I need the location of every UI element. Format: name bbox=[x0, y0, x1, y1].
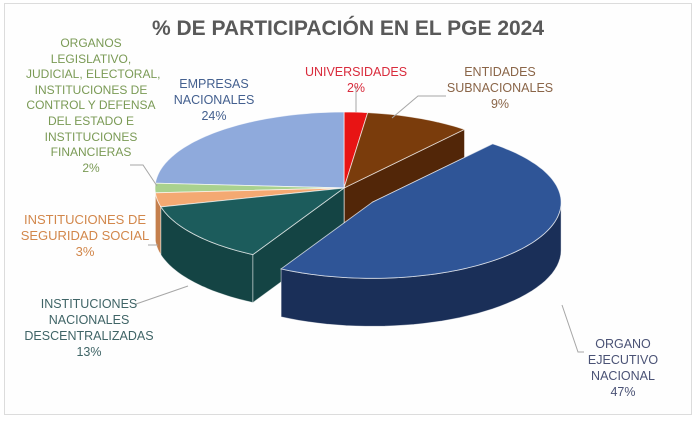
label-universidades-name: UNIVERSIDADES bbox=[304, 65, 408, 79]
label-seguridad-value: 3% bbox=[75, 244, 95, 259]
label-descentralizadas-value: 13% bbox=[76, 345, 102, 359]
label-empresas-value: 24% bbox=[201, 109, 227, 123]
chart-title: % DE PARTICIPACIÓN EN EL PGE 2024 bbox=[151, 17, 545, 40]
label-entidades-subnacionales: ENTIDADES SUBNACIONALES 9% bbox=[440, 64, 560, 112]
slice-empresas-nacionales bbox=[154, 111, 345, 189]
slice-instituciones-nacionales-descentralizada bbox=[160, 187, 346, 256]
label-organos-value: 2% bbox=[82, 160, 100, 175]
label-universidades-value: 2% bbox=[346, 81, 366, 95]
label-empresas-nacionales: EMPRESAS NACIONALES 24% bbox=[166, 76, 262, 124]
label-entidades-value: 9% bbox=[490, 97, 510, 111]
label-organos-name-5: CONTROL Y DEFENSA bbox=[26, 98, 156, 113]
leader-line-entidades bbox=[391, 95, 446, 119]
label-organo-name-2: EJECUTIVO bbox=[587, 353, 659, 367]
label-universidades: UNIVERSIDADES 2% bbox=[296, 64, 416, 96]
label-organos-name-6: DEL ESTADO E bbox=[47, 113, 135, 128]
label-organo-name-3: NACIONAL bbox=[591, 369, 655, 383]
label-seguridad-social: INSTITUCIONES DE SEGURIDAD SOCIAL 3% bbox=[18, 212, 152, 260]
label-descentralizadas-name-2: NACIONALES bbox=[48, 313, 130, 327]
leader-line-organo bbox=[561, 304, 584, 353]
label-seguridad-name-2: SEGURIDAD SOCIAL bbox=[20, 228, 150, 243]
label-descentralizadas-name-3: DESCENTRALIZADAS bbox=[24, 329, 154, 343]
leader-line-organos bbox=[130, 164, 158, 187]
label-organo-value: 47% bbox=[610, 385, 636, 399]
label-organos-legislativo: ORGANOS LEGISLATIVO, JUDICIAL, ELECTORAL… bbox=[26, 36, 161, 176]
slice-entidades-subnacionales bbox=[343, 112, 466, 189]
label-organos-name-8: FINANCIERAS bbox=[50, 145, 132, 160]
slice-organo-ejecutivo-nacional bbox=[280, 143, 562, 279]
label-inst-descentralizadas: INSTITUCIONES NACIONALES DESCENTRALIZADA… bbox=[24, 296, 154, 360]
label-organos-name-7: INSTITUCIONES bbox=[44, 129, 138, 144]
label-organos-name-4: INSTITUCIONES DE bbox=[34, 82, 148, 97]
label-empresas-name-1: EMPRESAS bbox=[179, 77, 249, 91]
label-entidades-name-1: ENTIDADES bbox=[464, 65, 536, 79]
label-organo-ejecutivo: ORGANO EJECUTIVO NACIONAL 47% bbox=[573, 336, 673, 400]
label-organos-name-2: LEGISLATIVO, bbox=[50, 51, 132, 66]
label-organo-name-1: ORGANO bbox=[595, 337, 651, 351]
label-seguridad-name-1: INSTITUCIONES DE bbox=[23, 212, 147, 227]
leader-line-descentralizadas bbox=[135, 285, 189, 305]
label-entidades-name-2: SUBNACIONALES bbox=[446, 81, 554, 95]
label-organos-name-3: JUDICIAL, ELECTORAL, bbox=[26, 67, 161, 82]
label-organos-name-1: ORGANOS bbox=[60, 36, 122, 50]
label-empresas-name-2: NACIONALES bbox=[173, 93, 255, 107]
label-descentralizadas-name-1: INSTITUCIONES bbox=[40, 297, 138, 311]
